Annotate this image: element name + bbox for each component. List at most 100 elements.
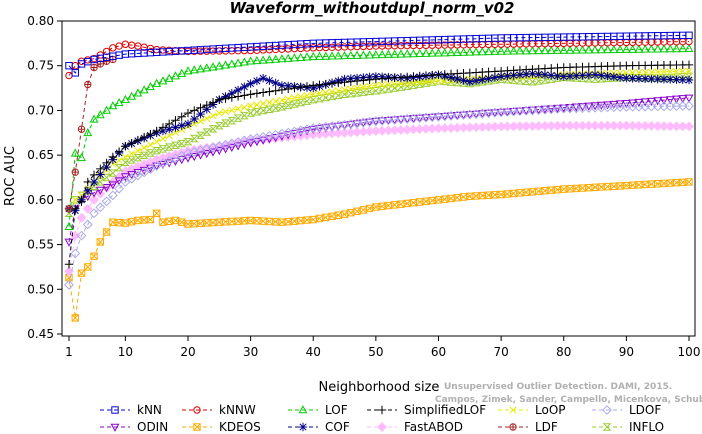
legend-label: FastABOD (404, 420, 463, 434)
point-lof (227, 59, 237, 68)
point-fastabod (627, 120, 638, 131)
point-loop (322, 88, 330, 97)
y-axis-label: ROC AUC (3, 146, 18, 206)
point-lof (246, 56, 256, 65)
point-lof (358, 50, 368, 59)
point-odin (672, 95, 681, 104)
point-cof (277, 81, 287, 90)
point-cof (634, 74, 644, 83)
point-loop (391, 80, 399, 88)
point-lof (258, 55, 268, 64)
point-loop (253, 101, 261, 109)
point-kdeos (77, 269, 86, 277)
point-lof (396, 49, 406, 58)
point-simplifiedlof (114, 147, 124, 156)
point-ldof (684, 101, 694, 111)
point-kdeos (178, 218, 186, 226)
legend-item-inflo: INFLO (592, 420, 664, 434)
point-simplifiedlof (246, 90, 255, 99)
point-lof (559, 45, 569, 54)
point-lof (377, 49, 387, 59)
point-kdeos (84, 263, 92, 271)
point-simplifiedlof (302, 82, 312, 91)
point-simplifiedlof (315, 80, 324, 89)
point-loop (672, 67, 681, 75)
point-loop (209, 112, 217, 120)
point-cof (271, 78, 280, 88)
point-lof (434, 48, 443, 57)
point-loop (654, 68, 662, 76)
point-simplifiedlof (171, 116, 180, 125)
point-lof (283, 53, 293, 62)
point-inflo (102, 173, 111, 182)
point-loop (303, 91, 311, 100)
point-inflo (146, 149, 155, 157)
point-cof (190, 114, 199, 124)
point-odin (315, 125, 324, 134)
point-kdeos (159, 218, 167, 226)
point-lof (333, 51, 343, 60)
series-knn (65, 31, 693, 77)
legend-item-loop: LoOP (498, 403, 566, 417)
point-knn (685, 31, 693, 40)
series-fastabod (64, 120, 694, 277)
point-cof (565, 71, 575, 81)
point-simplifiedlof (77, 197, 86, 206)
point-lof (465, 47, 475, 56)
point-lof (233, 58, 243, 67)
x-tick-label: 40 (306, 345, 321, 359)
point-ldf (84, 80, 92, 89)
point-fastabod (640, 120, 651, 131)
point-fastabod (684, 121, 694, 132)
point-lof (202, 63, 212, 72)
point-lof (239, 57, 249, 66)
point-kdeos (441, 195, 449, 203)
point-loop (171, 129, 180, 137)
legend-item-ldof: LDOF (592, 403, 661, 417)
point-lof (490, 46, 500, 55)
point-lof (659, 44, 669, 53)
point-simplifiedlof (64, 260, 74, 269)
point-cof (622, 74, 631, 83)
point-inflo (421, 79, 431, 87)
point-inflo (277, 103, 287, 111)
point-loop (366, 82, 374, 90)
point-loop (629, 69, 637, 77)
legend-item-kdeos: KDEOS (182, 420, 261, 434)
point-lof (120, 94, 130, 103)
point-simplifiedlof (290, 83, 299, 93)
point-lof (139, 85, 149, 94)
point-simplifiedlof (127, 138, 136, 148)
point-lof (678, 43, 688, 53)
point-lof (646, 44, 656, 53)
point-loop (641, 68, 649, 76)
point-odin (678, 95, 688, 104)
point-loop (247, 102, 255, 110)
point-fastabod (621, 120, 632, 131)
legend-marker-ldof (602, 405, 612, 415)
point-simplifiedlof (684, 60, 694, 70)
legend-marker-knn (111, 406, 119, 414)
point-cof (177, 121, 186, 130)
point-loop (215, 109, 223, 117)
point-simplifiedlof (227, 93, 237, 102)
point-kdeos (447, 194, 455, 203)
point-cof (603, 71, 612, 81)
point-lof (327, 51, 337, 60)
legend-label: KDEOS (219, 420, 261, 434)
point-loop (153, 138, 161, 146)
legend-item-fastabod: FastABOD (367, 420, 463, 434)
point-odin (221, 145, 231, 154)
point-loop (278, 96, 286, 104)
point-cof (597, 71, 606, 80)
point-fastabod (633, 120, 644, 131)
point-odin (665, 96, 675, 105)
point-cof (240, 82, 249, 92)
point-lof (565, 45, 575, 54)
point-inflo (290, 100, 299, 108)
point-loop (290, 94, 299, 102)
point-knn (65, 62, 73, 70)
point-lof (421, 48, 431, 57)
point-inflo (139, 151, 149, 160)
